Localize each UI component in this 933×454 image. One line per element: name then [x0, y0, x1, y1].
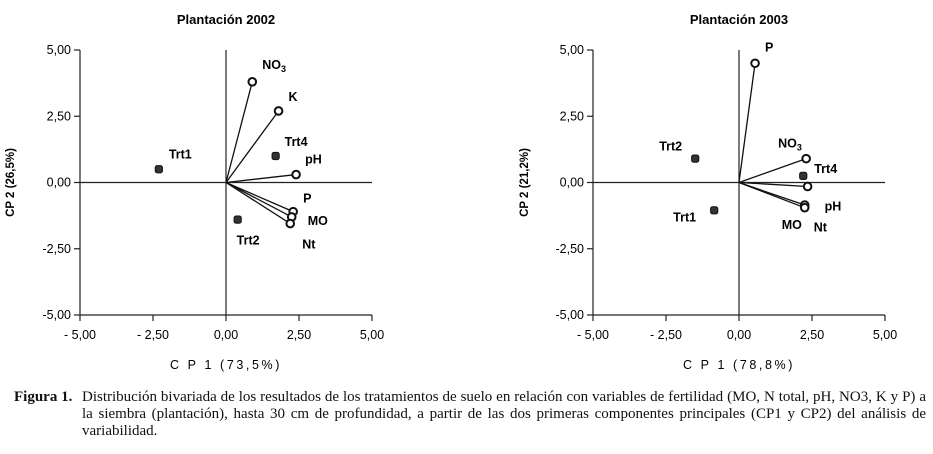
- treatment-label: Trt1: [673, 210, 696, 224]
- y-tick-label: 2,50: [47, 109, 71, 123]
- x-tick-label: - 2,50: [650, 328, 682, 342]
- x-tick-label: 0,00: [214, 328, 238, 342]
- vector-line: [225, 110, 280, 183]
- y-axis-title: CP 2 (21,2%): [519, 148, 531, 217]
- x-tick-label: - 5,00: [64, 328, 96, 342]
- x-tick-label: 5,00: [360, 328, 384, 342]
- y-tick-label: 5,00: [560, 43, 584, 57]
- variable-label: K: [289, 90, 298, 104]
- variable-point: [285, 218, 296, 229]
- vector-line: [738, 158, 807, 184]
- variable-point: [291, 169, 301, 180]
- vector-line: [225, 181, 293, 218]
- variable-point: [799, 202, 810, 213]
- variable-point: [247, 77, 258, 87]
- y-tick-label: 5,00: [47, 43, 71, 57]
- vector-line: [225, 181, 291, 225]
- x-axis-title: C P 1 (78,8%): [683, 358, 795, 372]
- caption-label: Figura 1.: [14, 389, 73, 405]
- variable-label: NO3: [778, 137, 802, 153]
- figure-caption: Figura 1. Distribución bivariada de los …: [14, 389, 926, 440]
- y-tick-label: 2,50: [560, 109, 584, 123]
- treatment-point: [799, 171, 808, 180]
- treatment-point: [691, 154, 700, 163]
- treatment-label: Trt4: [285, 135, 308, 149]
- y-tick-label: -5,00: [43, 308, 72, 322]
- x-tick-label: 0,00: [727, 328, 751, 342]
- variable-label: pH: [825, 199, 842, 213]
- y-tick-label: -2,50: [556, 242, 585, 256]
- vector-line: [225, 173, 297, 184]
- treatment-label: Trt2: [659, 140, 682, 154]
- variable-label: NO3: [262, 58, 286, 74]
- y-tick-label: -2,50: [43, 242, 72, 256]
- variable-label: MO: [782, 218, 802, 232]
- variable-point: [801, 153, 811, 164]
- variable-label: pH: [305, 153, 322, 167]
- vector-line: [738, 181, 808, 188]
- variable-label: Nt: [814, 221, 828, 235]
- vector-line: [738, 63, 756, 183]
- treatment-point: [710, 206, 719, 215]
- chart-title: Plantación 2002: [177, 12, 275, 27]
- x-tick-label: 2,50: [800, 328, 824, 342]
- figure: Plantación 2002 5,00 2,50 0,00 -2,50 -5,00 - 5…: [5, 12, 897, 372]
- y-tick-label: 0,00: [560, 176, 584, 190]
- treatment-label: Trt4: [814, 162, 837, 176]
- x-tick-label: 2,50: [287, 328, 311, 342]
- x-tick-label: 5,00: [873, 328, 897, 342]
- y-tick-label: 0,00: [47, 176, 71, 190]
- x-tick-label: - 2,50: [137, 328, 169, 342]
- variable-label: Nt: [302, 238, 316, 252]
- variable-label: MO: [308, 214, 328, 228]
- variable-point: [802, 181, 813, 192]
- variable-point: [750, 58, 760, 69]
- variable-point: [273, 106, 284, 116]
- vector-line: [225, 81, 253, 183]
- biplot-2003: Plantación 2003 5,00 2,50 0,00 -2,50 -5,00 - 5…: [519, 12, 897, 372]
- treatment-point: [233, 215, 242, 224]
- vector-line: [738, 181, 805, 209]
- treatment-label: Trt1: [169, 147, 192, 161]
- biplot-2002: Plantación 2002 5,00 2,50 0,00 -2,50 -5,00 - 5…: [5, 12, 384, 372]
- x-tick-label: - 5,00: [577, 328, 609, 342]
- y-tick-label: -5,00: [556, 308, 585, 322]
- vector-line: [225, 181, 294, 213]
- treatment-label: Trt2: [237, 234, 260, 248]
- variable-label: P: [765, 40, 773, 54]
- variable-label: P: [303, 192, 311, 206]
- y-axis-title: CP 2 (26,5%): [5, 148, 17, 217]
- chart-title: Plantación 2003: [690, 12, 788, 27]
- caption-text: Distribución bivariada de los resultados…: [82, 389, 926, 439]
- treatment-point: [271, 151, 280, 161]
- x-axis-title: C P 1 (73,5%): [170, 358, 282, 372]
- treatment-point: [154, 165, 163, 174]
